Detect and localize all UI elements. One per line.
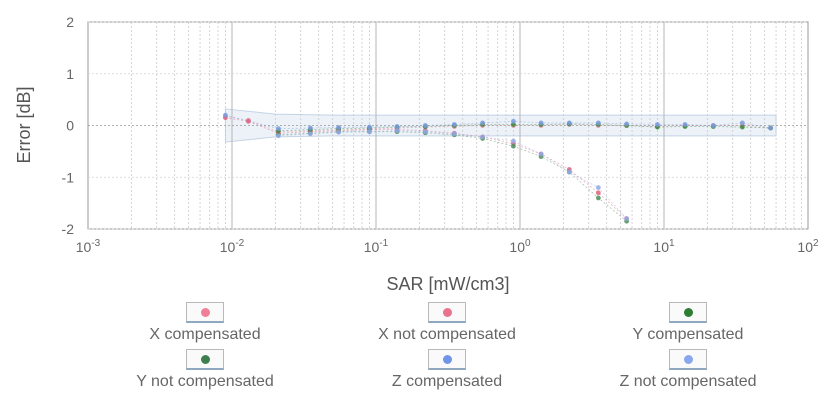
data-point [336, 129, 342, 135]
data-point [367, 129, 372, 135]
legend-swatch [428, 302, 466, 323]
data-point [739, 120, 745, 126]
legend-item-z-compensated: Z compensated [347, 349, 547, 391]
sar-error-chart: 210-1-210-3 10-2 10-1 100 101 102 SAR [mW/cm3… [14, 14, 819, 294]
data-point [624, 216, 630, 222]
legend-label: X not compensated [378, 326, 516, 343]
data-point [451, 122, 457, 127]
x-axis-title: SAR [mW/cm3] [386, 274, 509, 294]
series-layer [223, 112, 774, 224]
data-point [367, 124, 372, 130]
legend-marker-icon [683, 354, 693, 364]
data-point [538, 151, 544, 157]
series-line [278, 123, 771, 132]
legend-marker-icon [200, 307, 210, 317]
data-point [394, 128, 400, 134]
x-tick-label: 10-1 [364, 238, 389, 255]
data-point [566, 169, 572, 175]
data-point [511, 138, 516, 144]
legend-label: Z compensated [391, 373, 503, 390]
data-point [422, 123, 428, 128]
data-point [223, 112, 228, 118]
legend-label: X compensated [149, 326, 261, 343]
data-point [768, 125, 774, 131]
grid-layer [88, 21, 808, 230]
x-tick-label: 10-2 [220, 238, 245, 255]
data-point [511, 118, 516, 124]
legend-marker-icon [442, 354, 452, 364]
data-point [246, 118, 251, 124]
y-tick-label: -2 [62, 221, 75, 237]
data-point [595, 195, 601, 201]
data-point [655, 122, 660, 127]
data-point [566, 120, 572, 126]
data-point [275, 133, 281, 139]
legend-item-z-not-compensated: Z not compensated [588, 349, 788, 391]
legend-marker-icon [683, 307, 693, 317]
legend-label: Y not compensated [136, 373, 274, 390]
x-tick-label: 101 [653, 238, 675, 255]
legend-item-x-compensated: X compensated [105, 302, 305, 344]
tick-label-layer: 210-1-210-3 10-2 10-1 100 101 102 [62, 14, 819, 255]
legend-item-y-compensated: Y compensated [588, 302, 788, 344]
data-point [739, 124, 745, 130]
legend-swatch [428, 349, 466, 370]
y-axis-title: Error [dB] [14, 86, 34, 163]
y-tick-label: -1 [62, 169, 75, 185]
legend-item-x-not-compensated: X not compensated [347, 302, 547, 344]
data-point [480, 120, 486, 126]
legend-item-y-not-compensated: Y not compensated [105, 349, 305, 391]
data-point [275, 126, 281, 132]
x-tick-label: 102 [797, 238, 819, 255]
y-tick-label: 1 [66, 66, 74, 82]
x-tick-label: 10-3 [76, 238, 101, 255]
y-tick-label: 2 [66, 14, 74, 30]
data-point [480, 134, 486, 140]
data-point [394, 124, 400, 129]
data-point [624, 121, 630, 127]
data-point [307, 131, 313, 137]
legend-swatch [669, 349, 707, 370]
data-point [336, 125, 342, 130]
legend-swatch [186, 349, 224, 370]
legend-marker-icon [442, 307, 452, 317]
data-point [511, 143, 516, 149]
legend-label: Z not compensated [619, 373, 757, 390]
data-point [451, 131, 457, 137]
legend-marker-icon [200, 354, 210, 364]
data-point [682, 122, 688, 127]
data-point [538, 120, 544, 126]
legend-swatch [669, 302, 707, 323]
legend-label: Y compensated [632, 326, 744, 343]
data-point [595, 120, 601, 126]
series-line [225, 115, 771, 133]
data-point [595, 185, 601, 191]
data-point [710, 123, 716, 128]
data-point [307, 125, 313, 131]
y-tick-label: 0 [66, 118, 74, 134]
legend-swatch [186, 302, 224, 323]
x-tick-label: 100 [509, 238, 531, 255]
data-point [422, 129, 428, 135]
data-point [595, 190, 601, 196]
